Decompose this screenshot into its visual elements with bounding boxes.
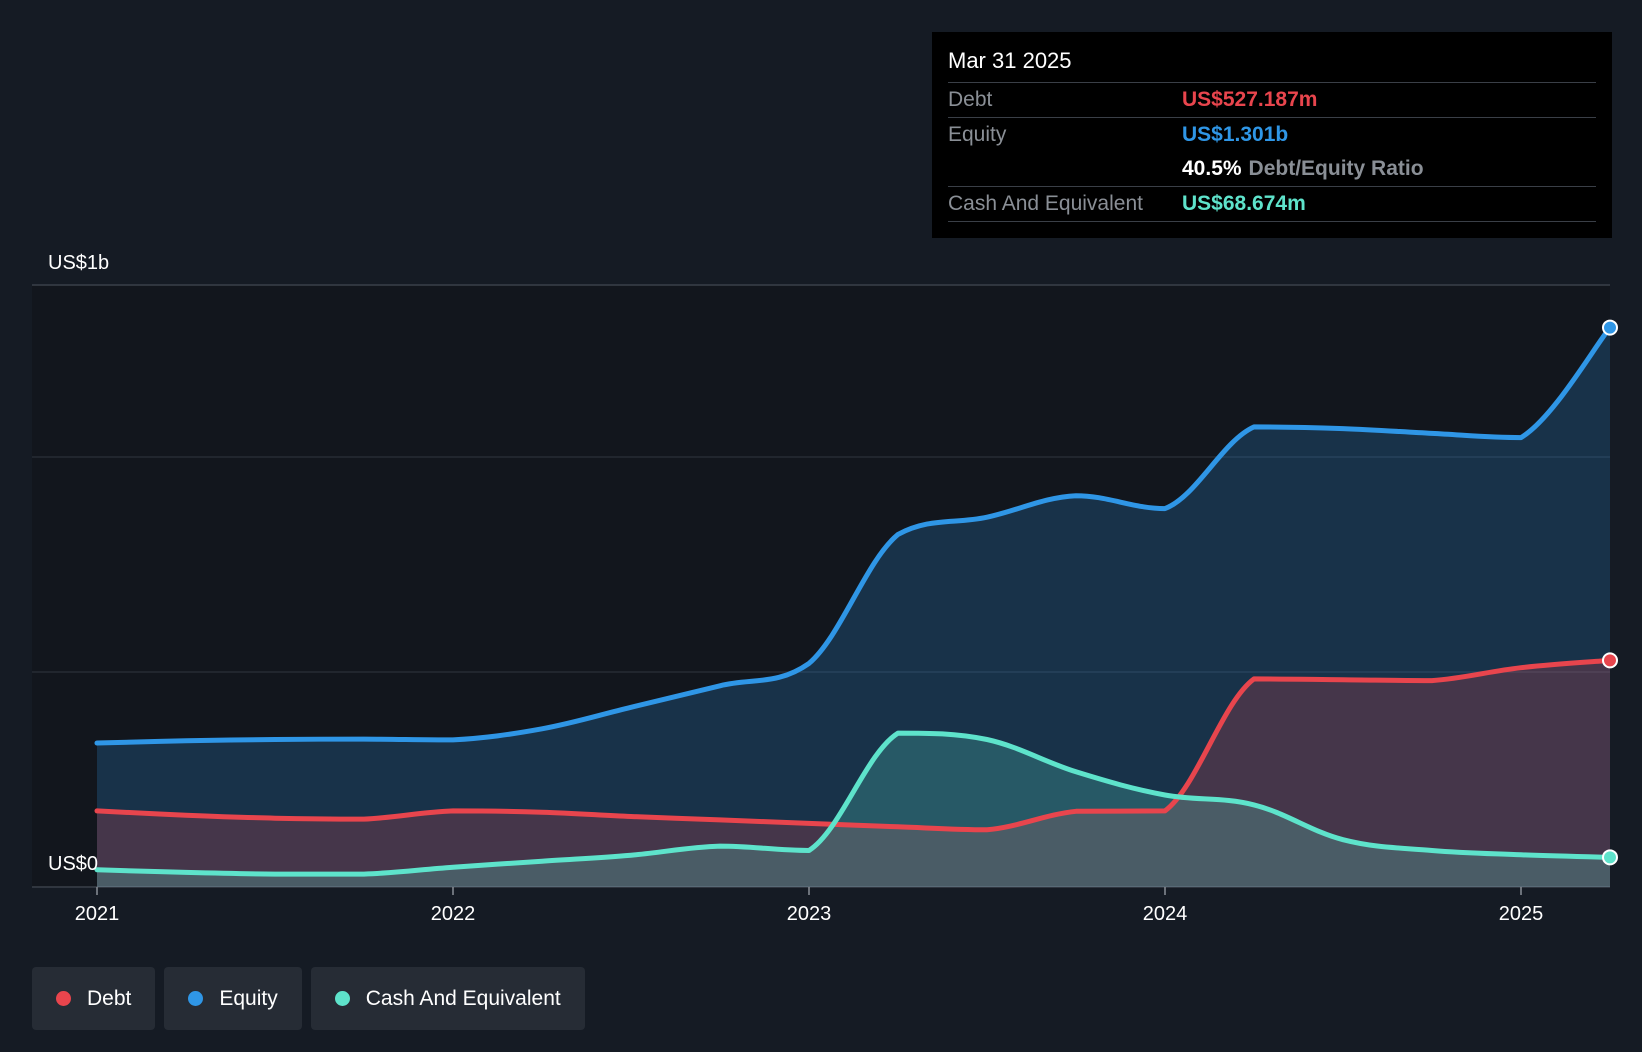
tooltip: Mar 31 2025 Debt US$527.187m Equity US$1… bbox=[932, 32, 1612, 238]
tooltip-cash-label: Cash And Equivalent bbox=[948, 192, 1143, 215]
legend-label-cash: Cash And Equivalent bbox=[365, 986, 561, 1010]
tooltip-ratio-label: Debt/Equity Ratio bbox=[1248, 157, 1424, 180]
cash-and-equivalent-line bbox=[94, 730, 1613, 877]
legend-label-debt: Debt bbox=[87, 986, 132, 1010]
plot-background bbox=[32, 285, 1610, 887]
x-axis: 2021 2022 2023 2024 2025 bbox=[75, 887, 1544, 925]
grid-lines bbox=[32, 284, 1610, 888]
tooltip-date: Mar 31 2025 bbox=[948, 48, 1072, 73]
debt-dot-icon bbox=[56, 991, 71, 1006]
series-areas bbox=[97, 327, 1610, 888]
y-axis-top-label: US$1b bbox=[48, 252, 109, 274]
cash-and-equivalent-end-point bbox=[1602, 849, 1618, 866]
tooltip-ratio-row: 40.5% Debt/Equity Ratio bbox=[948, 152, 1596, 186]
debt-line bbox=[94, 657, 1613, 833]
end-markers bbox=[1602, 319, 1618, 866]
x-tick-label: 2022 bbox=[431, 903, 476, 925]
legend: Debt Equity Cash And Equivalent bbox=[32, 967, 585, 1030]
tooltip-debt-value: US$527.187m bbox=[1182, 88, 1318, 111]
equity-line bbox=[94, 325, 1613, 746]
x-tick-label: 2021 bbox=[75, 903, 120, 925]
series-lines bbox=[94, 325, 1613, 877]
equity-dot-icon bbox=[188, 991, 204, 1006]
x-tick-label: 2024 bbox=[1143, 903, 1188, 925]
cash-dot-icon bbox=[334, 991, 350, 1006]
tooltip-debt-row: Debt US$527.187m bbox=[948, 82, 1596, 117]
legend-label-equity: Equity bbox=[219, 986, 278, 1010]
tooltip-cash-row: Cash And Equivalent US$68.674m bbox=[948, 186, 1596, 222]
tooltip-equity-row: Equity US$1.301b bbox=[948, 117, 1596, 152]
legend-item-debt[interactable]: Debt bbox=[32, 967, 156, 1030]
x-tick-label: 2023 bbox=[787, 903, 832, 925]
equity-area bbox=[97, 327, 1610, 888]
cash-and-equivalent-area bbox=[97, 733, 1610, 887]
tooltip-cash-value: US$68.674m bbox=[1182, 192, 1306, 215]
equity-end-point bbox=[1602, 319, 1618, 336]
x-tick-label: 2025 bbox=[1499, 903, 1544, 925]
debt-end-point bbox=[1602, 652, 1618, 669]
legend-item-equity[interactable]: Equity bbox=[164, 967, 302, 1030]
tooltip-ratio-value: 40.5% bbox=[1182, 157, 1242, 180]
tooltip-debt-label: Debt bbox=[948, 88, 993, 111]
debt-area bbox=[97, 660, 1610, 887]
legend-item-cash[interactable]: Cash And Equivalent bbox=[310, 967, 585, 1030]
y-axis-bottom-label: US$0 bbox=[48, 853, 98, 875]
tooltip-equity-label: Equity bbox=[948, 123, 1007, 146]
tooltip-equity-value: US$1.301b bbox=[1182, 123, 1289, 146]
